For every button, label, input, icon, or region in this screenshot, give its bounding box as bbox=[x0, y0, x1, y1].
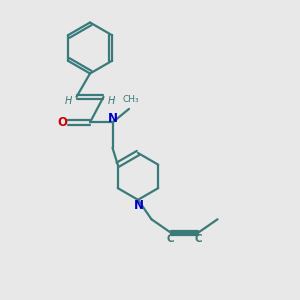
Text: CH₃: CH₃ bbox=[122, 95, 139, 104]
Text: C: C bbox=[167, 234, 175, 244]
Text: N: N bbox=[107, 112, 118, 125]
Text: H: H bbox=[64, 95, 72, 106]
Text: N: N bbox=[134, 199, 144, 212]
Text: H: H bbox=[108, 95, 116, 106]
Text: O: O bbox=[57, 116, 67, 129]
Text: C: C bbox=[194, 234, 202, 244]
